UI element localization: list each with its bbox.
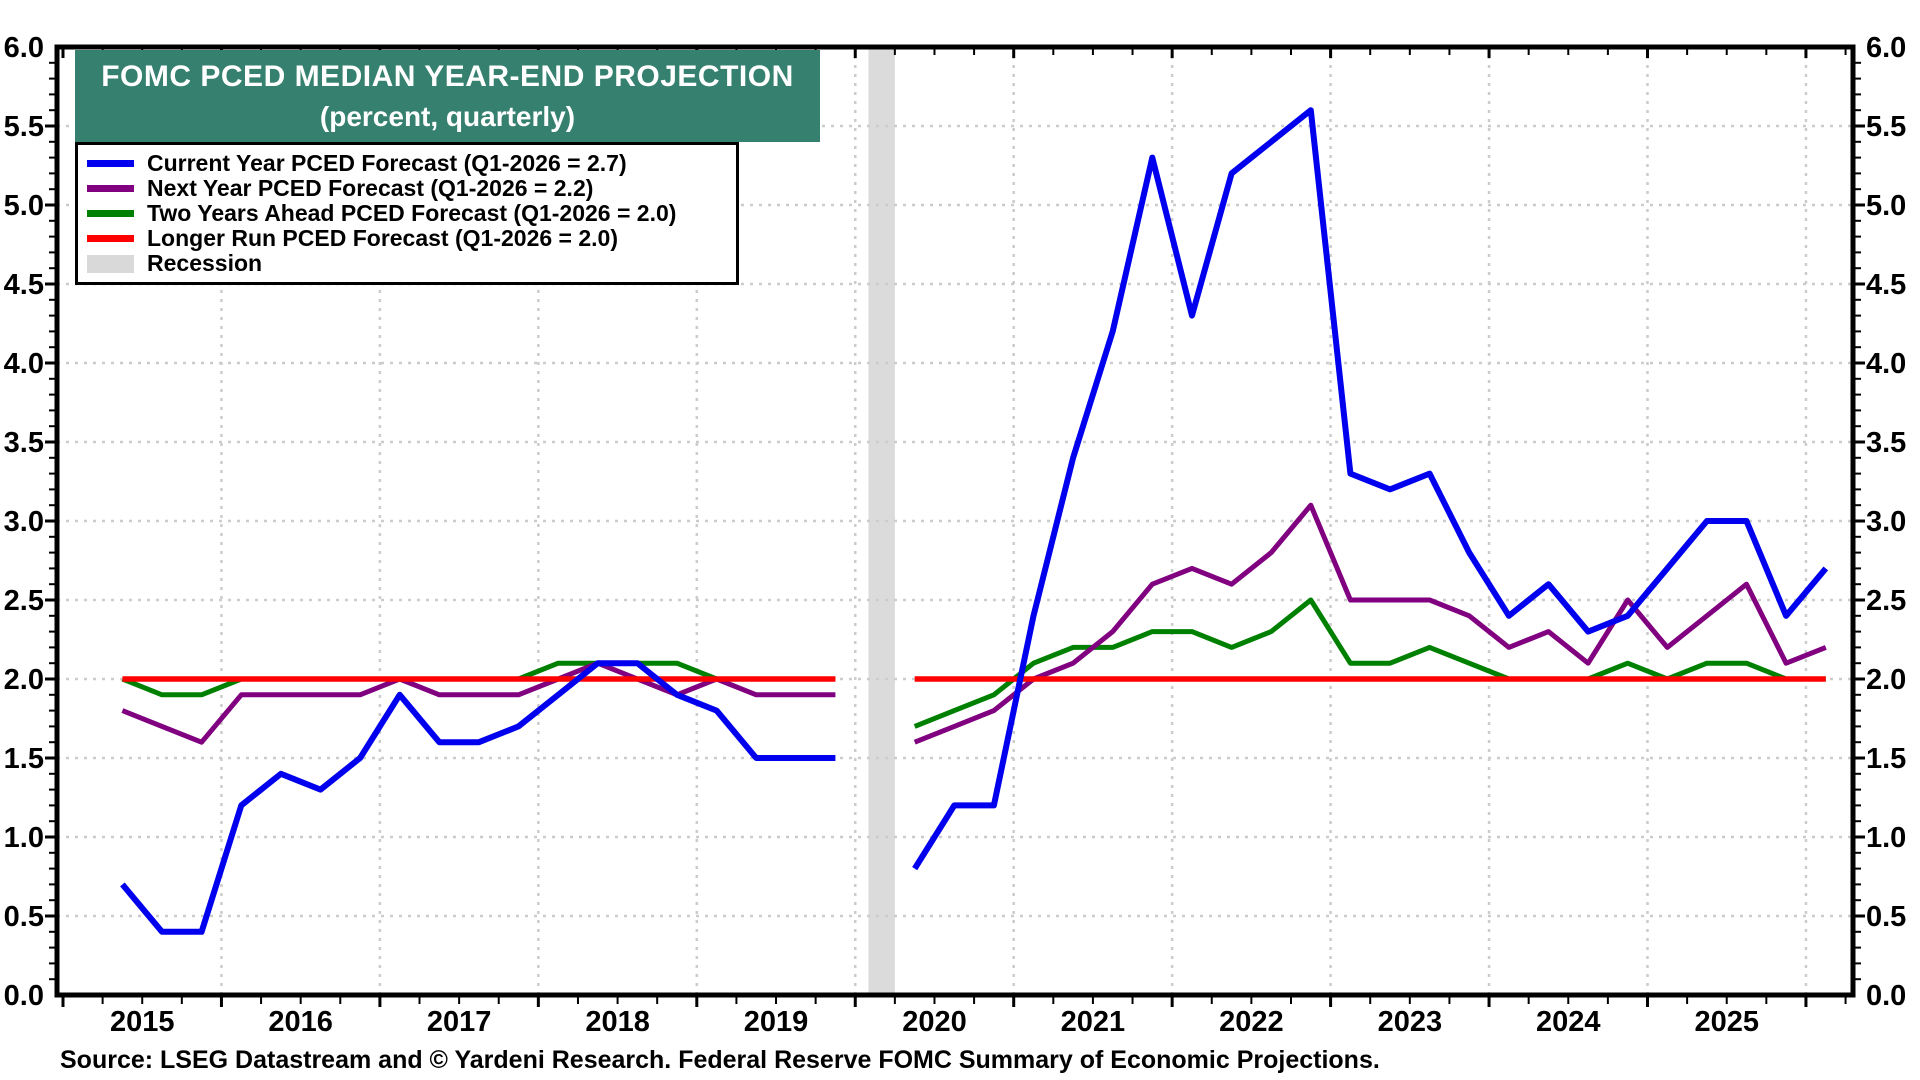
recession-swatch xyxy=(87,254,134,273)
series-line-2 xyxy=(121,502,1827,745)
x-axis-year-label: 2018 xyxy=(585,1006,650,1038)
y-axis-label-left: 0.5 xyxy=(4,901,44,933)
line-swatch xyxy=(87,210,134,217)
y-axis-label-left: 3.5 xyxy=(4,427,44,459)
y-axis-label-left: 1.0 xyxy=(4,822,44,854)
legend-label: Current Year PCED Forecast (Q1-2026 = 2.… xyxy=(147,150,627,176)
legend-label: Two Years Ahead PCED Forecast (Q1-2026 =… xyxy=(147,200,677,226)
y-axis-label-right: 3.0 xyxy=(1866,506,1906,538)
x-axis-year-label: 2019 xyxy=(744,1006,809,1038)
legend-label: Next Year PCED Forecast (Q1-2026 = 2.2) xyxy=(147,175,594,201)
x-axis-year-label: 2023 xyxy=(1378,1006,1443,1038)
chart-subtitle: (percent, quarterly) xyxy=(319,100,576,132)
y-axis-label-left: 2.5 xyxy=(4,585,44,617)
y-axis-label-left: 5.5 xyxy=(4,111,44,143)
y-axis-label-right: 1.0 xyxy=(1866,822,1906,854)
y-axis-label-right: 4.0 xyxy=(1866,348,1906,380)
x-axis-year-label: 2016 xyxy=(268,1006,333,1038)
y-axis-label-left: 6.0 xyxy=(4,32,44,64)
y-axis-label-right: 5.5 xyxy=(1866,111,1906,143)
series-line-3 xyxy=(121,597,1826,729)
line-swatch xyxy=(87,235,134,242)
y-axis-label-left: 4.0 xyxy=(4,348,44,380)
y-axis-label-left: 3.0 xyxy=(4,506,44,538)
legend-label: Recession xyxy=(147,250,263,276)
plot-frame xyxy=(54,44,1856,998)
y-axis-label-left: 1.5 xyxy=(4,743,44,775)
legend-item: Next Year PCED Forecast (Q1-2026 = 2.2) xyxy=(87,175,736,201)
chart-title: FOMC PCED MEDIAN YEAR-END PROJECTION xyxy=(101,59,794,93)
y-axis-label-left: 0.0 xyxy=(4,980,44,1012)
title-box: FOMC PCED MEDIAN YEAR-END PROJECTION (pe… xyxy=(75,50,820,142)
y-axis-label-right: 0.5 xyxy=(1866,901,1906,933)
source-note: Source: LSEG Datastream and © Yardeni Re… xyxy=(60,1046,1380,1074)
legend-item: Current Year PCED Forecast (Q1-2026 = 2.… xyxy=(87,150,736,176)
x-axis-year-label: 2022 xyxy=(1219,1006,1284,1038)
y-axis-label-left: 5.0 xyxy=(4,190,44,222)
y-axis-label-right: 0.0 xyxy=(1866,980,1906,1012)
y-axis-label-right: 2.5 xyxy=(1866,585,1906,617)
y-axis-label-right: 5.0 xyxy=(1866,190,1906,222)
x-axis-year-label: 2024 xyxy=(1536,1006,1601,1038)
y-axis-label-left: 4.5 xyxy=(4,269,44,301)
legend-item: Two Years Ahead PCED Forecast (Q1-2026 =… xyxy=(87,200,736,226)
recession-band xyxy=(868,47,895,995)
y-axis-label-right: 1.5 xyxy=(1866,743,1906,775)
x-axis-year-label: 2021 xyxy=(1061,1006,1126,1038)
x-axis-year-label: 2025 xyxy=(1694,1006,1759,1038)
x-axis-year-label: 2015 xyxy=(110,1006,175,1038)
x-axis-year-label: 2017 xyxy=(427,1006,492,1038)
line-swatch xyxy=(87,160,134,167)
y-axis-label-left: 2.0 xyxy=(4,664,44,696)
y-axis-label-right: 2.0 xyxy=(1866,664,1906,696)
legend-label: Longer Run PCED Forecast (Q1-2026 = 2.0) xyxy=(147,225,618,251)
legend-box: Current Year PCED Forecast (Q1-2026 = 2.… xyxy=(75,142,739,285)
y-axis-label-right: 4.5 xyxy=(1866,269,1906,301)
legend-item: Longer Run PCED Forecast (Q1-2026 = 2.0) xyxy=(87,225,736,251)
x-axis-year-label: 2020 xyxy=(902,1006,967,1038)
y-axis-label-right: 6.0 xyxy=(1866,32,1906,64)
series-line-1 xyxy=(120,107,1829,935)
y-axis-label-right: 3.5 xyxy=(1866,427,1906,459)
line-swatch xyxy=(87,185,134,192)
legend-item: Recession xyxy=(87,250,736,276)
